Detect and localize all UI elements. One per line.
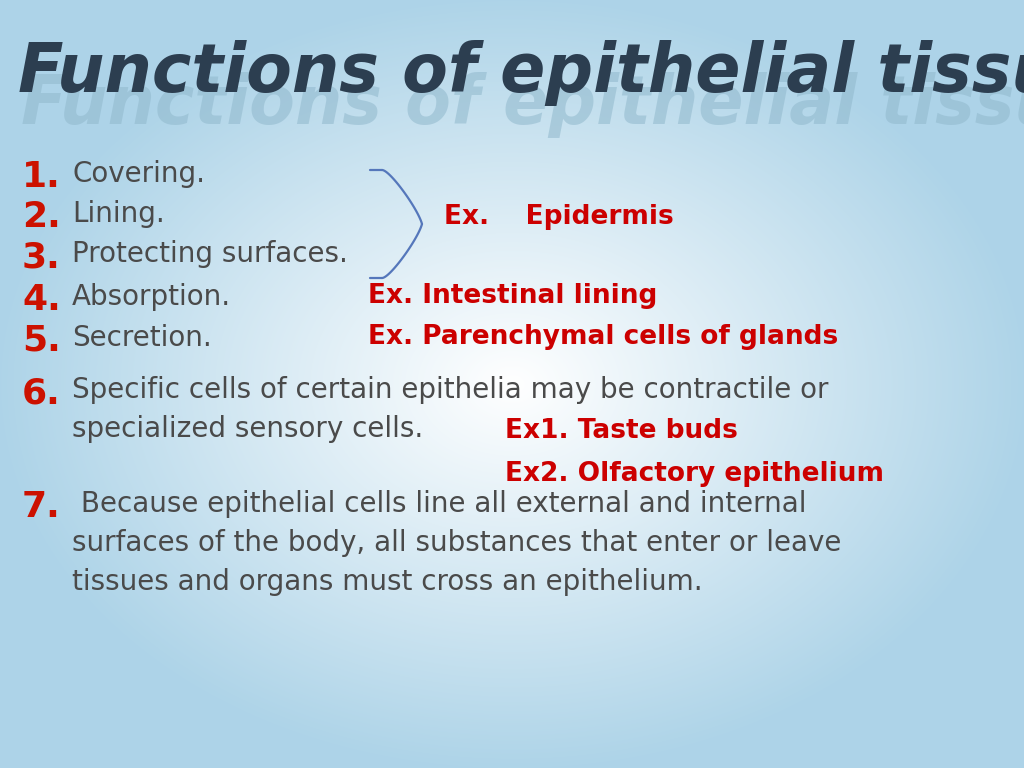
Text: Functions of epithelial tissue: Functions of epithelial tissue xyxy=(18,40,1024,106)
Text: 4.: 4. xyxy=(22,283,60,317)
Text: Lining.: Lining. xyxy=(72,200,165,228)
Text: 3.: 3. xyxy=(22,240,60,274)
Text: 1.: 1. xyxy=(22,160,60,194)
Text: Ex2. Olfactory epithelium: Ex2. Olfactory epithelium xyxy=(505,461,884,487)
Text: Functions of epithelial tissue: Functions of epithelial tissue xyxy=(22,72,1024,138)
Text: Ex.    Epidermis: Ex. Epidermis xyxy=(444,204,674,230)
Text: Secretion.: Secretion. xyxy=(72,324,212,352)
Text: Ex. Intestinal lining: Ex. Intestinal lining xyxy=(368,283,657,309)
Text: Ex. Parenchymal cells of glands: Ex. Parenchymal cells of glands xyxy=(368,324,839,350)
Text: Covering.: Covering. xyxy=(72,160,205,188)
Text: Absorption.: Absorption. xyxy=(72,283,231,311)
Text: Ex1. Taste buds: Ex1. Taste buds xyxy=(505,418,738,444)
Text: Protecting surfaces.: Protecting surfaces. xyxy=(72,240,348,268)
Text: 6.: 6. xyxy=(22,376,60,410)
Text: 5.: 5. xyxy=(22,324,60,358)
Text: 2.: 2. xyxy=(22,200,60,234)
Text: Because epithelial cells line all external and internal
surfaces of the body, al: Because epithelial cells line all extern… xyxy=(72,490,842,596)
Text: Specific cells of certain epithelia may be contractile or
specialized sensory ce: Specific cells of certain epithelia may … xyxy=(72,376,828,443)
Text: 7.: 7. xyxy=(22,490,60,524)
